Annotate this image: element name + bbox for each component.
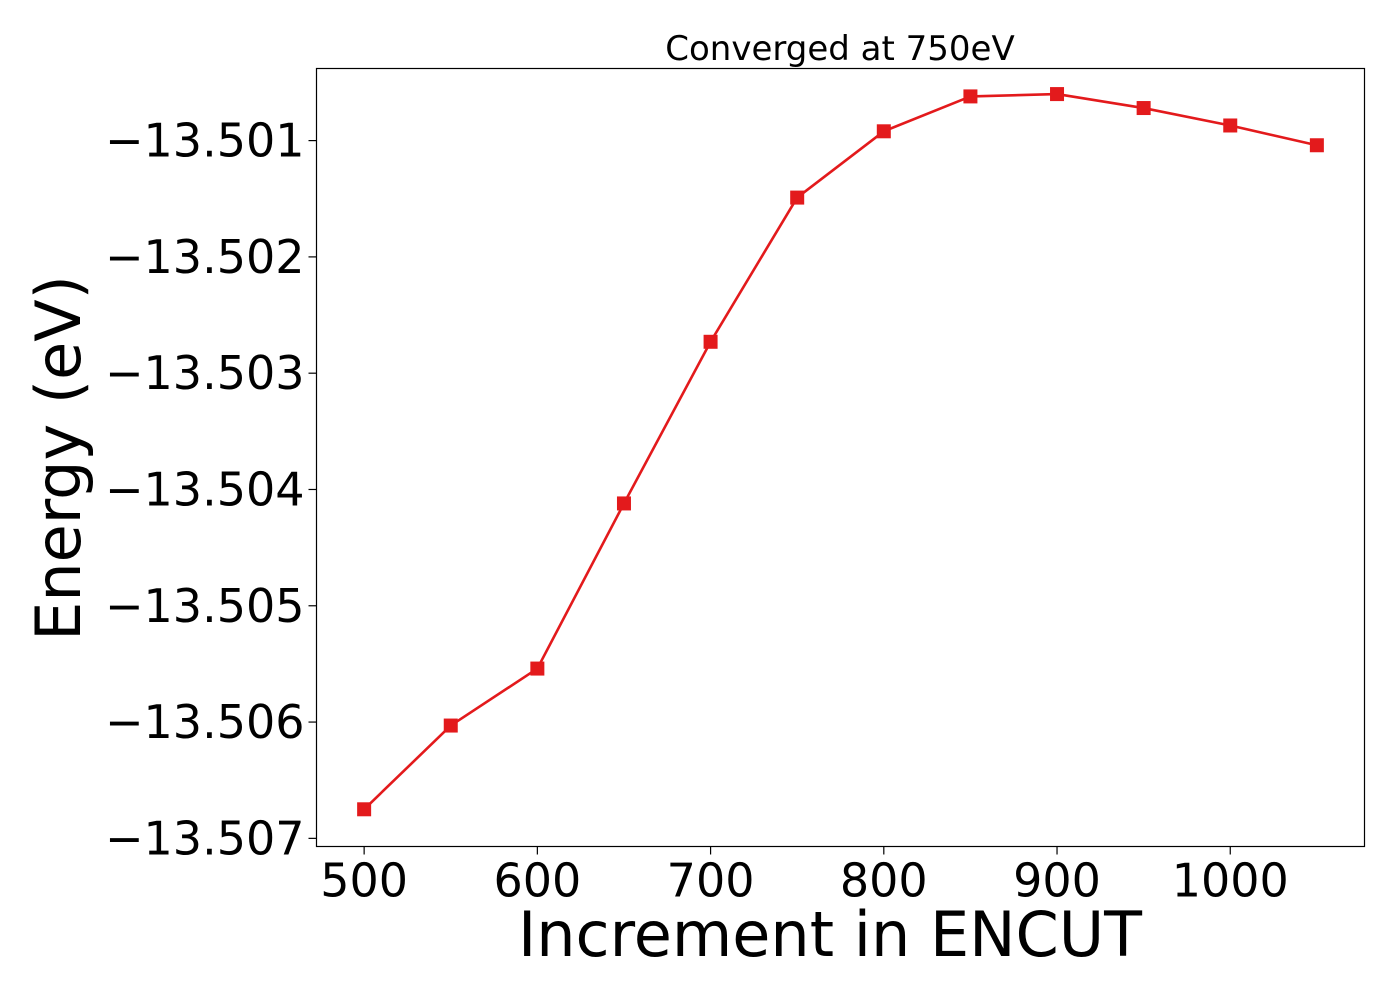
data-point <box>616 496 631 511</box>
x-axis: 500 600 700 800 900 1000 <box>320 846 1289 908</box>
y-axis: −13.501 −13.502 −13.503 −13.504 −13.505 −13.5… <box>105 114 317 865</box>
y-tick-label: −13.504 <box>105 462 305 516</box>
y-tick-label: −13.503 <box>105 346 305 400</box>
x-tick-label: 1000 <box>1172 854 1289 908</box>
data-point <box>876 124 891 139</box>
plot-area <box>357 87 1324 817</box>
y-tick-label: −13.502 <box>105 230 305 284</box>
series-line <box>363 92 1318 811</box>
data-point <box>443 718 458 733</box>
x-tick-label: 700 <box>667 854 755 908</box>
data-point <box>1136 101 1151 116</box>
x-tick-label: 900 <box>1013 854 1101 908</box>
x-tick-label: 500 <box>320 854 408 908</box>
data-point <box>1309 138 1324 153</box>
x-axis-label: Increment in ENCUT <box>518 898 1143 971</box>
x-tick-label: 800 <box>840 854 928 908</box>
y-axis-label: Energy (eV) <box>22 275 95 641</box>
data-point <box>703 334 718 349</box>
data-point <box>790 190 805 205</box>
y-tick-label: −13.501 <box>105 114 305 168</box>
data-point <box>1223 118 1238 133</box>
chart-title: Converged at 750eV <box>665 29 1014 69</box>
y-tick-label: −13.505 <box>105 579 305 633</box>
data-point <box>963 89 978 104</box>
data-point <box>357 802 372 817</box>
plot-frame <box>315 67 1366 848</box>
y-tick-label: −13.506 <box>105 695 305 749</box>
data-point <box>530 661 545 676</box>
x-tick-label: 600 <box>493 854 581 908</box>
y-tick-label: −13.507 <box>105 811 305 865</box>
data-point <box>1050 87 1065 102</box>
